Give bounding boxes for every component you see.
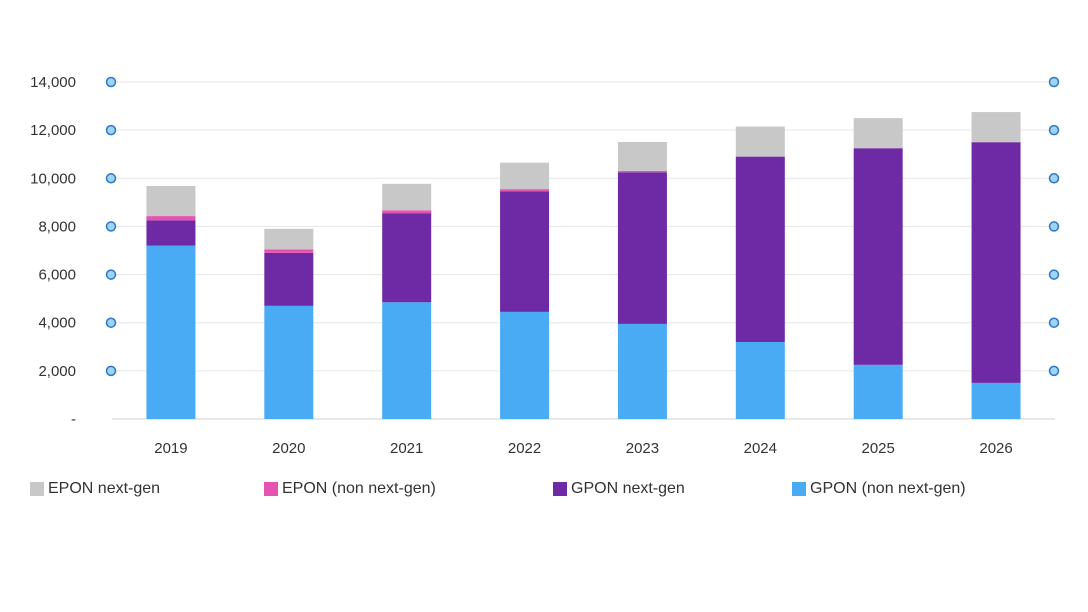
bar-segment[interactable] — [500, 189, 550, 192]
right-axis-handle-icon[interactable] — [1048, 76, 1060, 88]
x-tick-label: 2025 — [862, 440, 895, 457]
bar-segment[interactable] — [735, 156, 785, 342]
x-tick-label: 2023 — [626, 440, 659, 457]
x-axis-ticks: 2019 2020 2021 2022 2023 2024 2025 2026 — [154, 440, 1013, 457]
bar-segment[interactable] — [735, 126, 785, 157]
bar-segment[interactable] — [146, 216, 196, 221]
y-tick-label: 6,000 — [38, 267, 76, 284]
left-axis-handle-icon[interactable] — [105, 76, 117, 88]
bar-segment[interactable] — [382, 210, 432, 214]
bar-segment[interactable] — [617, 170, 667, 173]
bar-segment[interactable] — [264, 228, 314, 250]
y-axis-ticks: - 2,000 4,000 6,000 8,000 10,000 12,000 14,000 — [30, 74, 76, 428]
legend-swatch-icon — [792, 482, 806, 496]
bar-segment[interactable] — [971, 142, 1021, 383]
x-tick-label: 2024 — [744, 440, 777, 457]
y-tick-label: 14,000 — [30, 74, 76, 91]
x-tick-label: 2022 — [508, 440, 541, 457]
bar-segment[interactable] — [264, 305, 314, 419]
y-tick-label: 10,000 — [30, 170, 76, 187]
bar-segment[interactable] — [500, 311, 550, 419]
bar-segment[interactable] — [264, 252, 314, 306]
x-tick-label: 2026 — [979, 440, 1012, 457]
left-axis-handle-icon[interactable] — [105, 317, 117, 328]
legend-label: GPON (non next-gen) — [810, 480, 966, 497]
bar-segment[interactable] — [853, 364, 903, 419]
legend-item[interactable]: GPON (non next-gen) — [792, 480, 966, 498]
x-tick-label: 2020 — [272, 440, 305, 457]
bar-segment[interactable] — [500, 162, 550, 190]
left-axis-handle-icon[interactable] — [105, 173, 117, 184]
bar-segment[interactable] — [382, 183, 432, 211]
bar-segment[interactable] — [617, 141, 667, 171]
legend-item[interactable]: EPON (non next-gen) — [264, 480, 436, 498]
bar-segment[interactable] — [146, 185, 196, 217]
bar-segment[interactable] — [853, 148, 903, 365]
right-axis-handle-icon[interactable] — [1048, 365, 1060, 377]
right-axis-handle-icon[interactable] — [1048, 221, 1060, 232]
bar-segment[interactable] — [264, 249, 314, 253]
legend-item[interactable]: GPON next-gen — [553, 480, 685, 498]
bar-segment[interactable] — [617, 323, 667, 419]
right-axis-handle-icon[interactable] — [1048, 173, 1060, 184]
legend-label: GPON next-gen — [571, 480, 685, 497]
gridlines — [112, 81, 1055, 420]
right-axis-handle-icon[interactable] — [1048, 269, 1060, 280]
selection-handles[interactable] — [105, 76, 1060, 377]
y-tick-label: 2,000 — [38, 363, 76, 380]
bar-segment[interactable] — [382, 302, 432, 419]
left-axis-handle-icon[interactable] — [105, 124, 117, 136]
bar-segment[interactable] — [382, 213, 432, 303]
left-axis-handle-icon[interactable] — [105, 269, 117, 280]
bar-segment[interactable] — [146, 220, 196, 246]
bars — [146, 112, 1021, 419]
legend-label: EPON (non next-gen) — [282, 480, 436, 497]
left-axis-handle-icon[interactable] — [105, 365, 117, 377]
right-axis-handle-icon[interactable] — [1048, 317, 1060, 328]
x-tick-label: 2021 — [390, 440, 423, 457]
left-axis-handle-icon[interactable] — [105, 221, 117, 232]
y-tick-label: 8,000 — [38, 218, 76, 235]
legend-label: EPON next-gen — [48, 480, 161, 497]
legend-swatch-icon — [553, 482, 567, 496]
legend-swatch-icon — [30, 482, 44, 496]
bar-segment[interactable] — [971, 112, 1021, 143]
bar-segment[interactable] — [146, 245, 196, 419]
bar-segment[interactable] — [617, 172, 667, 324]
bar-segment[interactable] — [500, 191, 550, 312]
y-tick-label: - — [71, 411, 76, 428]
y-tick-label: 4,000 — [38, 315, 76, 332]
y-tick-label: 12,000 — [30, 122, 76, 139]
legend-item[interactable]: EPON next-gen — [30, 480, 160, 498]
bar-segment[interactable] — [735, 341, 785, 419]
x-tick-label: 2019 — [154, 440, 187, 457]
bar-segment[interactable] — [853, 118, 903, 149]
right-axis-handle-icon[interactable] — [1048, 124, 1060, 136]
legend-swatch-icon — [264, 482, 278, 496]
bar-segment[interactable] — [971, 382, 1021, 419]
legend: EPON next-gen EPON (non next-gen) GPON nex… — [30, 480, 1070, 504]
